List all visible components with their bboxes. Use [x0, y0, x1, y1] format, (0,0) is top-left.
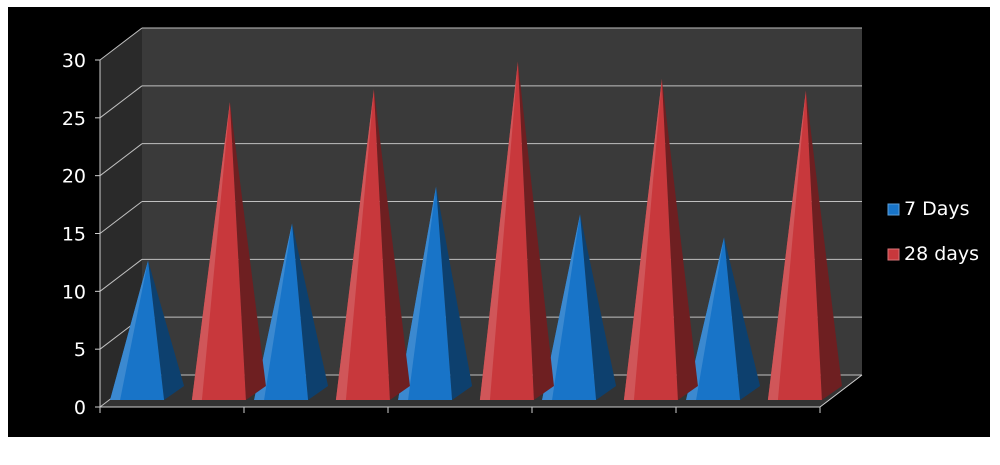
legend-label: 7 Days: [904, 198, 970, 220]
bar-face-side: [436, 186, 473, 400]
y-tick-label: 5: [74, 339, 86, 361]
bar-face-side: [229, 102, 266, 401]
bar-pyramid: [767, 90, 842, 400]
bar-face-side: [517, 61, 554, 401]
bar-pyramid: [254, 223, 329, 400]
gridline-side: [99, 27, 143, 61]
bar-face-highlight: [767, 90, 806, 400]
gridline-side: [99, 201, 143, 234]
bar-pyramid: [686, 237, 761, 400]
x-tick-label: 6 % ESP: [279, 439, 353, 460]
bar-face-side: [292, 223, 329, 400]
x-tick-label: 18 % ESP: [561, 439, 646, 460]
bar-face-highlight: [686, 237, 725, 400]
bar-face-side: [580, 214, 617, 400]
bar-face-highlight: [335, 89, 374, 401]
x-tick-label: Control: [139, 439, 204, 460]
bar-pyramid: [398, 186, 473, 400]
bar-face-highlight: [254, 223, 293, 400]
bar-face-highlight: [398, 186, 437, 400]
legend-swatch: [887, 203, 900, 216]
legend: 7 Days 28 days: [887, 198, 979, 265]
y-tick-label: 15: [62, 224, 86, 246]
bar-pyramid: [623, 78, 698, 401]
y-tick-label: 25: [62, 108, 86, 130]
y-tick-label: 20: [62, 166, 86, 188]
bar-pyramid: [542, 214, 617, 400]
bar-face-highlight: [479, 61, 518, 401]
bar-pyramid: [335, 89, 410, 401]
x-axis-depth-line: [819, 374, 863, 408]
legend-swatch: [887, 248, 900, 261]
bar-face-highlight: [623, 78, 662, 401]
bar-face-side: [148, 260, 185, 400]
bar-face-highlight: [110, 260, 149, 400]
bar-series-group: [110, 61, 842, 401]
bar-face-side: [373, 89, 410, 401]
bar-face-highlight: [542, 214, 581, 400]
bar-face-side: [724, 237, 761, 400]
y-tick-label: 30: [62, 50, 86, 72]
legend-label: 28 days: [904, 243, 979, 265]
gridline-side: [99, 258, 143, 292]
y-tick-label: 10: [62, 281, 86, 303]
bar-pyramid: [479, 61, 554, 401]
bar-face-highlight: [191, 102, 230, 401]
bar-pyramid: [110, 260, 185, 400]
x-tick-label: 12 % ESP: [417, 439, 502, 460]
y-tick-label: 0: [74, 397, 86, 419]
gridline-side: [99, 143, 143, 177]
gridline-side: [99, 85, 143, 119]
bar-face-side: [661, 78, 698, 401]
bar-pyramid: [191, 102, 266, 401]
bar-face-side: [805, 90, 842, 400]
x-tick-label: 24 % ESP: [705, 439, 790, 460]
